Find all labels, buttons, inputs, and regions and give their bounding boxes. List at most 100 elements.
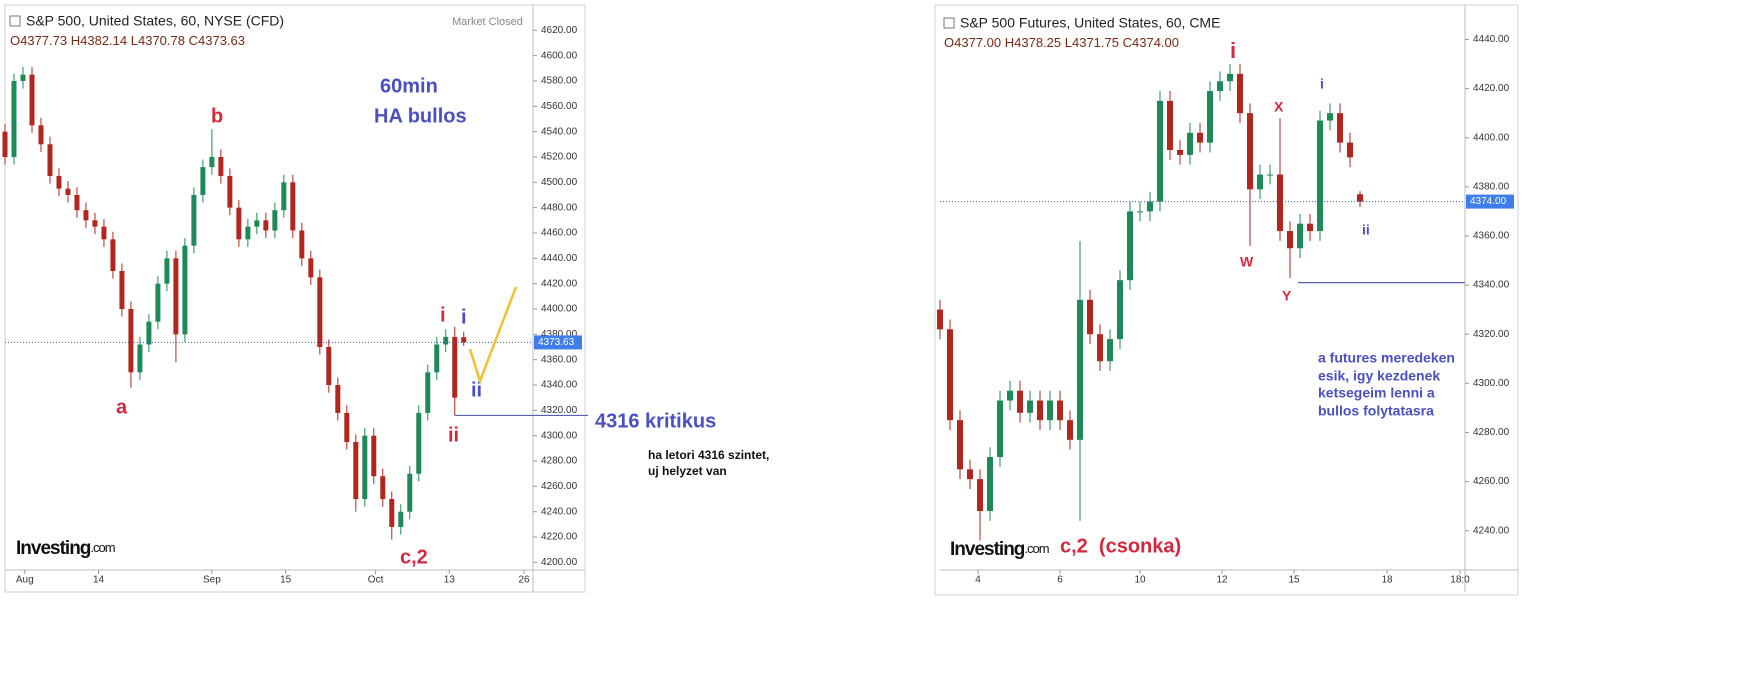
- candle-body: [38, 125, 44, 145]
- y-tick-label: 4300.00: [541, 430, 578, 441]
- y-tick-label: 4380.00: [541, 329, 578, 340]
- candle-body: [1317, 120, 1323, 232]
- x-tick-label: 18:0: [1450, 575, 1470, 586]
- candle-body: [987, 457, 993, 512]
- candle-body: [308, 258, 314, 278]
- x-tick-label: 6: [1057, 575, 1063, 586]
- candle-body: [1357, 194, 1363, 202]
- ohlc-high: H4382.14: [71, 33, 127, 48]
- x-tick-label: Aug: [16, 575, 34, 586]
- wave-label: b: [211, 105, 223, 127]
- y-tick-label: 4540.00: [541, 126, 578, 137]
- candle-body: [1037, 400, 1043, 421]
- y-tick-label: 4340.00: [1473, 280, 1510, 291]
- candle-body: [967, 469, 973, 480]
- candle-body: [1017, 390, 1023, 413]
- candle-body: [101, 226, 107, 240]
- candle-body: [389, 499, 395, 527]
- candle-body: [245, 226, 251, 240]
- y-tick-label: 4580.00: [541, 76, 578, 87]
- candle-body: [1307, 223, 1313, 232]
- y-tick-label: 4420.00: [541, 278, 578, 289]
- y-tick-label: 4360.00: [1473, 231, 1510, 242]
- candle-body: [155, 283, 161, 322]
- candle-body: [434, 344, 440, 373]
- candle-body: [227, 175, 233, 208]
- candle-body: [74, 194, 80, 211]
- candle-body: [11, 80, 17, 157]
- candle-body: [263, 220, 269, 231]
- ohlc-close: C4374.00: [1123, 35, 1179, 50]
- chart-title: S&P 500 Futures, United States, 60, CME: [960, 15, 1220, 31]
- candle-body: [290, 182, 296, 231]
- candle-body: [1147, 201, 1153, 212]
- candle-body: [1337, 113, 1343, 143]
- candle-body: [1167, 100, 1173, 150]
- x-tick-label: Oct: [368, 575, 384, 586]
- chart-title: S&P 500, United States, 60, NYSE (CFD): [26, 13, 284, 29]
- candle-body: [1077, 299, 1083, 440]
- y-tick-label: 4400.00: [541, 304, 578, 315]
- x-tick-label: 12: [1216, 575, 1228, 586]
- candle-body: [1157, 100, 1163, 202]
- note: a futures meredeken: [1318, 350, 1455, 366]
- collapse-icon[interactable]: [9, 15, 21, 27]
- last-price-box: [1466, 194, 1514, 209]
- candle-body: [164, 258, 170, 284]
- candle-body: [1217, 81, 1223, 92]
- chart-frame: [4, 4, 586, 593]
- x-tick-label: 4: [975, 575, 981, 586]
- candle-body: [1107, 339, 1113, 362]
- candle-body: [47, 144, 53, 176]
- candle-body: [1137, 211, 1143, 213]
- y-tick-label: 4240.00: [541, 506, 578, 517]
- candle-body: [362, 435, 368, 500]
- collapse-icon[interactable]: [943, 17, 955, 29]
- ohlc-header: O4377.00 H4378.25 L4371.75 C4374.00: [944, 35, 1179, 50]
- candle-body: [937, 309, 943, 330]
- y-tick-label: 4600.00: [541, 50, 578, 61]
- y-tick-label: 4460.00: [541, 228, 578, 239]
- x-tick-label: 10: [1134, 575, 1146, 586]
- candle-body: [353, 442, 359, 500]
- candle-body: [56, 175, 62, 189]
- wave-label: ii: [448, 424, 459, 446]
- candle-body: [272, 210, 278, 231]
- y-tick-label: 4380.00: [1473, 181, 1510, 192]
- wave-label: a: [116, 396, 128, 418]
- wave-label: i: [1320, 76, 1324, 92]
- candle-body: [1177, 150, 1183, 155]
- candle-body: [236, 207, 242, 240]
- brand-suffix: .com: [1024, 541, 1048, 556]
- ohlc-close: C4373.63: [189, 33, 245, 48]
- candle-body: [997, 400, 1003, 458]
- x-tick-label: 26: [518, 575, 530, 586]
- candle-body: [254, 220, 260, 227]
- note: ketsegeim lenni a: [1318, 385, 1435, 401]
- candle-body: [344, 412, 350, 443]
- candle-body: [146, 321, 152, 345]
- candle-body: [200, 167, 206, 195]
- y-tick-label: 4220.00: [541, 532, 578, 543]
- last-price-label: 4374.00: [1470, 196, 1507, 207]
- candle-body: [452, 336, 458, 398]
- wave-label: c,2 (csonka): [1060, 535, 1181, 557]
- y-tick-label: 4280.00: [1473, 427, 1510, 438]
- candle-body: [1227, 73, 1233, 82]
- y-tick-label: 4320.00: [1473, 329, 1510, 340]
- x-tick-label: 14: [93, 575, 105, 586]
- note: uj helyzet van: [648, 464, 727, 478]
- y-tick-label: 4320.00: [541, 405, 578, 416]
- candle-body: [416, 412, 422, 474]
- candle-body: [173, 258, 179, 335]
- wave-label: c,2: [400, 546, 428, 568]
- status: Market Closed: [452, 16, 523, 28]
- candle-body: [218, 156, 224, 176]
- candle-body: [461, 337, 467, 343]
- candle-body: [1287, 231, 1293, 249]
- candle-body: [947, 329, 953, 421]
- brand: Investing.com: [950, 539, 1049, 560]
- candle-body: [335, 385, 341, 413]
- candle-body: [119, 270, 125, 310]
- candle-body: [1127, 211, 1133, 281]
